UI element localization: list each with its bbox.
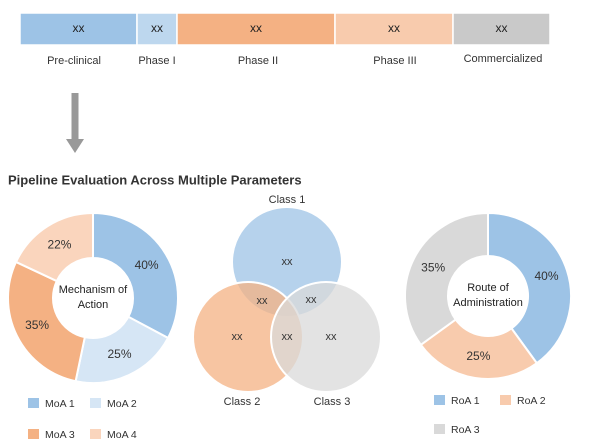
venn-overlap-value: xx <box>257 295 269 307</box>
legend-swatch <box>500 395 511 405</box>
donut-slice <box>419 318 539 380</box>
legend-swatch <box>434 424 445 434</box>
venn-overlap-value: xx <box>306 294 318 306</box>
slice-label: 35% <box>25 318 49 332</box>
stage-label: Phase III <box>373 55 416 67</box>
stage-value: xx <box>151 21 163 35</box>
legend-swatch <box>28 398 39 408</box>
venn-label: Class 1 <box>269 194 306 206</box>
venn-value: xx <box>232 331 244 343</box>
stage-value: xx <box>496 21 508 35</box>
slice-label: 40% <box>534 269 558 283</box>
slice-label: 25% <box>466 349 490 363</box>
donut-center-label: Mechanism of Action <box>58 284 128 311</box>
stage-label: Phase II <box>238 55 278 67</box>
venn-value: xx <box>282 256 294 268</box>
donut-slice <box>404 211 489 347</box>
slice-label: 40% <box>135 258 159 272</box>
venn-label: Class 3 <box>314 396 351 408</box>
stage-bar <box>136 12 178 46</box>
donut-slice <box>92 211 179 340</box>
stage-bar <box>176 12 336 46</box>
legend-swatch <box>28 429 39 439</box>
legend-swatch <box>90 429 101 439</box>
stage-value: xx <box>250 21 262 35</box>
legend-label: MoA 1 <box>45 398 75 410</box>
venn-circle <box>270 281 382 393</box>
donut-slice <box>14 211 94 283</box>
legend-label: RoA 2 <box>517 395 546 407</box>
arrow-head <box>66 139 84 153</box>
stage-value: xx <box>388 21 400 35</box>
legend-label: MoA 4 <box>107 429 137 441</box>
section-title: Pipeline Evaluation Across Multiple Para… <box>8 172 302 187</box>
legend-label: RoA 3 <box>451 424 480 436</box>
stage-label: Pre-clinical <box>47 55 101 67</box>
slice-label: 25% <box>107 347 131 361</box>
stage-value: xx <box>73 21 85 35</box>
stage-bar <box>452 12 551 46</box>
legend-label: RoA 1 <box>451 395 480 407</box>
stage-label: Commercialized <box>464 53 543 65</box>
legend-swatch <box>434 395 445 405</box>
venn-overlap-value: xx <box>282 331 294 343</box>
stage-label: Phase I <box>138 55 175 67</box>
legend-label: MoA 2 <box>107 398 137 410</box>
venn-label: Class 2 <box>224 396 261 408</box>
donut-slice <box>74 315 170 384</box>
venn-value: xx <box>326 331 338 343</box>
legend-swatch <box>90 398 101 408</box>
legend-label: MoA 3 <box>45 429 75 441</box>
donut-slice <box>7 260 87 383</box>
slice-label: 22% <box>47 237 71 251</box>
slice-label: 35% <box>421 260 445 274</box>
donut-center-label: Route of Administration <box>453 282 523 309</box>
donut-slice <box>487 211 572 365</box>
